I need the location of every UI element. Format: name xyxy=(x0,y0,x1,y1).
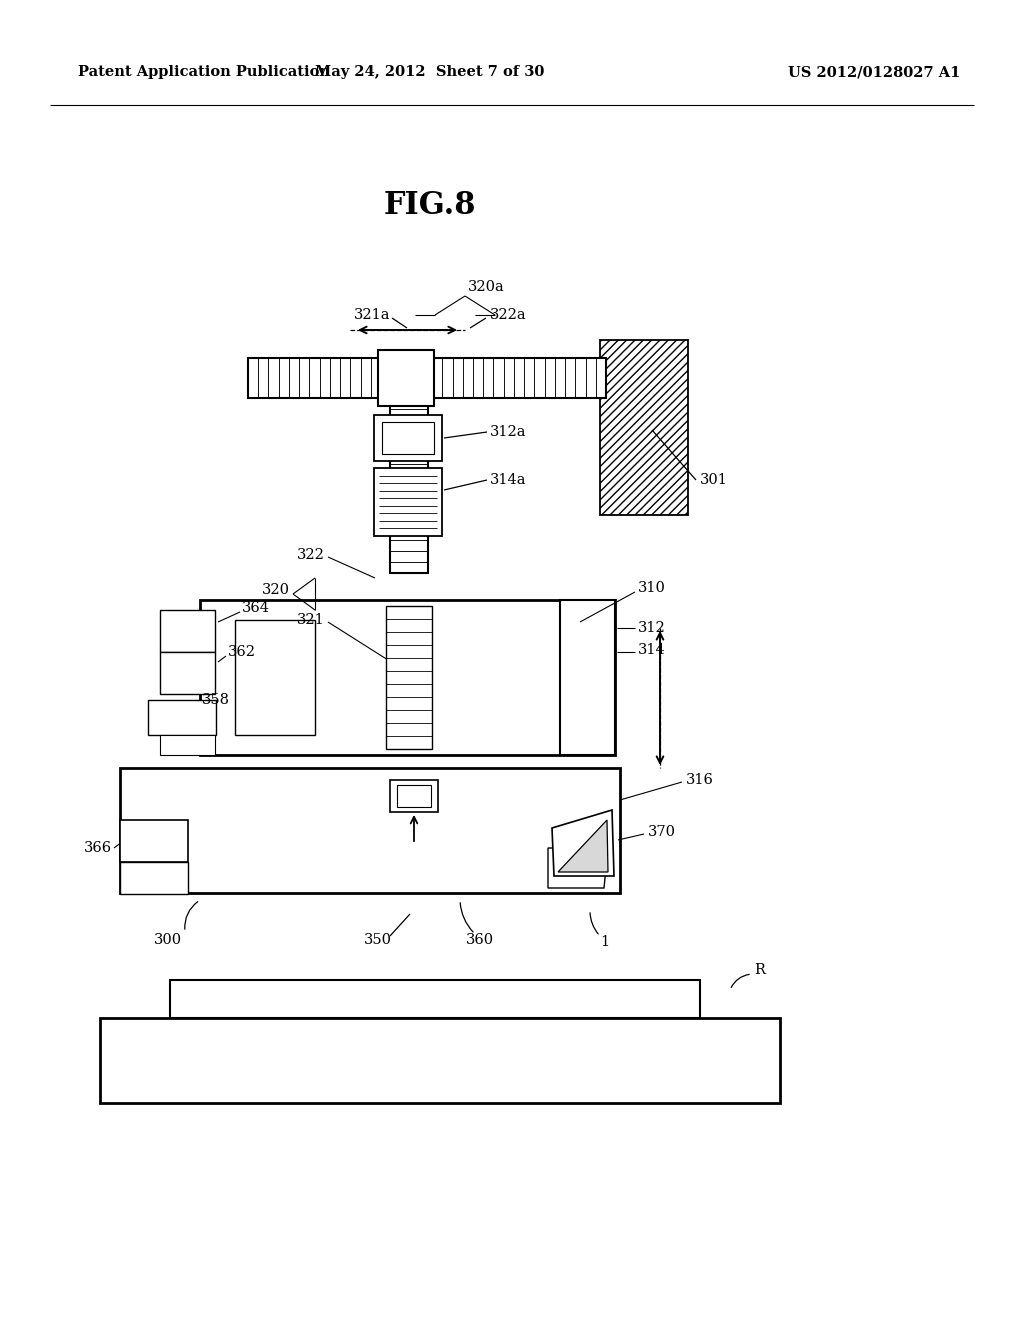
Text: 312: 312 xyxy=(638,620,666,635)
Bar xyxy=(120,768,620,894)
Text: 321a: 321a xyxy=(353,308,390,322)
Bar xyxy=(170,979,700,1018)
Bar xyxy=(160,652,215,694)
Text: 320: 320 xyxy=(262,583,290,597)
Bar xyxy=(390,399,428,573)
Text: 312a: 312a xyxy=(490,425,526,440)
Bar xyxy=(560,601,615,755)
Bar xyxy=(234,620,315,735)
Text: 366: 366 xyxy=(84,841,112,855)
Text: 364: 364 xyxy=(242,601,270,615)
Text: Patent Application Publication: Patent Application Publication xyxy=(78,65,330,79)
Bar xyxy=(160,610,215,652)
Text: 301: 301 xyxy=(700,473,728,487)
Bar xyxy=(382,422,434,454)
Text: 370: 370 xyxy=(648,825,676,840)
Text: 362: 362 xyxy=(228,645,256,659)
Text: 321: 321 xyxy=(297,612,325,627)
Text: 314a: 314a xyxy=(490,473,526,487)
Bar xyxy=(378,350,434,407)
Bar xyxy=(374,414,442,461)
Text: May 24, 2012  Sheet 7 of 30: May 24, 2012 Sheet 7 of 30 xyxy=(315,65,545,79)
Text: US 2012/0128027 A1: US 2012/0128027 A1 xyxy=(787,65,961,79)
Bar xyxy=(600,341,688,515)
Polygon shape xyxy=(552,810,614,876)
Text: 316: 316 xyxy=(686,774,714,787)
Bar xyxy=(100,1018,780,1104)
Text: 350: 350 xyxy=(364,933,392,946)
Polygon shape xyxy=(558,820,608,873)
Text: FIG.8: FIG.8 xyxy=(384,190,476,220)
Text: 314: 314 xyxy=(638,643,666,657)
Text: 1: 1 xyxy=(600,935,609,949)
Bar xyxy=(120,820,188,862)
Text: R: R xyxy=(755,964,765,977)
Text: 322: 322 xyxy=(297,548,325,562)
Text: 360: 360 xyxy=(466,933,494,946)
Bar xyxy=(390,780,438,812)
Text: 300: 300 xyxy=(154,933,182,946)
Bar xyxy=(160,735,215,755)
Text: 322a: 322a xyxy=(490,308,526,322)
Text: 320a: 320a xyxy=(468,280,505,294)
Bar xyxy=(200,601,615,755)
Bar xyxy=(148,700,216,735)
Bar xyxy=(374,469,442,536)
Text: 358: 358 xyxy=(202,693,230,708)
Bar xyxy=(120,862,188,894)
Bar xyxy=(397,785,431,807)
Polygon shape xyxy=(548,847,608,888)
Text: 310: 310 xyxy=(638,581,666,595)
Bar xyxy=(386,606,432,748)
Bar xyxy=(248,358,606,399)
